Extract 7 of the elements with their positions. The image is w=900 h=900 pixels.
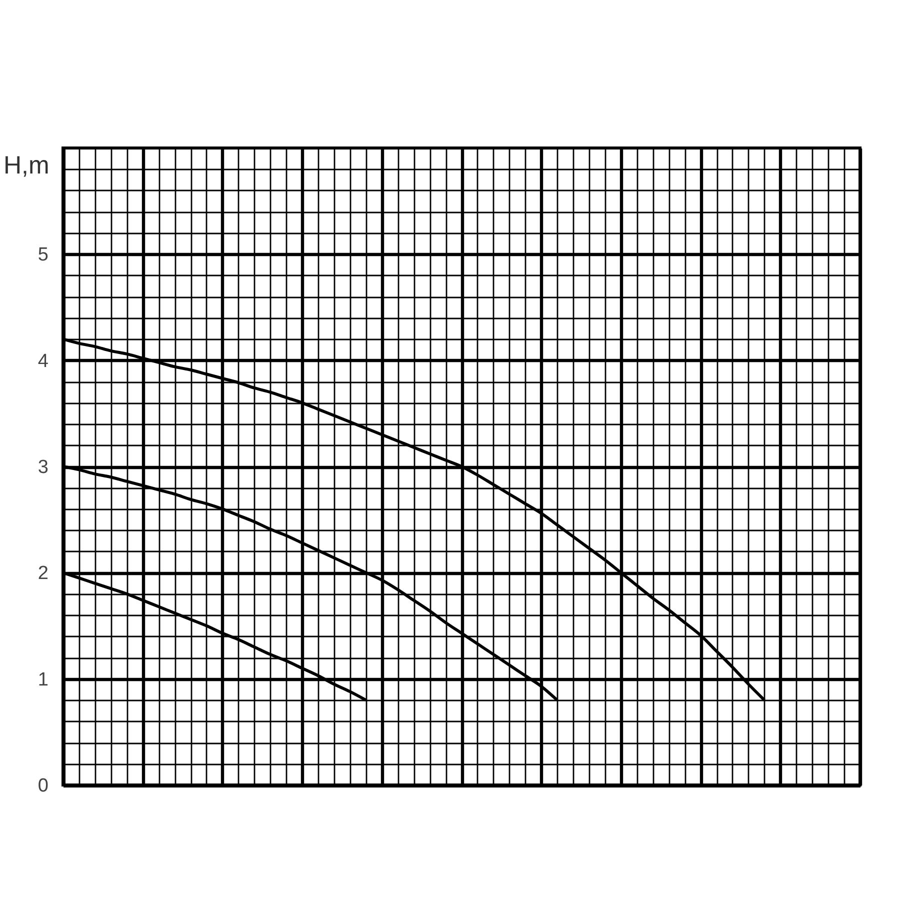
y-tick-label: 5 bbox=[38, 244, 48, 266]
y-axis-title: H,m bbox=[4, 152, 50, 180]
y-tick-label: 4 bbox=[38, 350, 49, 372]
y-tick-label: 1 bbox=[38, 669, 48, 690]
y-tick-label: 0 bbox=[38, 776, 48, 796]
y-tick-label: 2 bbox=[38, 563, 48, 584]
y-tick-label: 3 bbox=[38, 457, 48, 478]
